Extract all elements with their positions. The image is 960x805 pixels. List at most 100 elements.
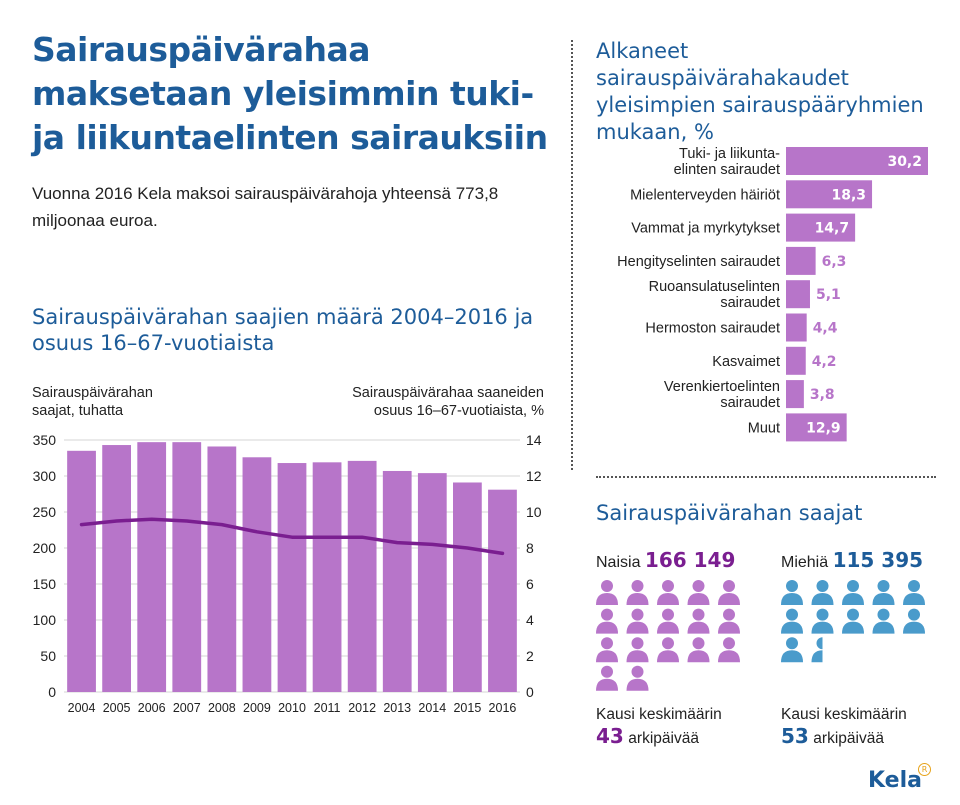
hbar-category-label: Tuki- ja liikunta- (679, 146, 780, 162)
person-head (723, 580, 735, 592)
person-icon (811, 608, 834, 634)
women-days: 43 arkipäivää (596, 724, 699, 748)
person-body (718, 593, 740, 605)
hbar-6 (786, 346, 806, 375)
recipients-title: Sairauspäivärahan saajat (596, 501, 863, 525)
person-head (786, 637, 798, 650)
person-icon (687, 608, 710, 634)
women-days-label: arkipäivää (628, 730, 699, 747)
person-body (626, 593, 649, 605)
person-icon (626, 580, 649, 605)
left-tick-label: 200 (33, 540, 57, 556)
hbar-2 (786, 213, 856, 242)
bar-2013 (382, 470, 412, 692)
x-tick-label: 2005 (103, 701, 131, 715)
person-icon (811, 637, 823, 663)
right-tick-label: 6 (526, 576, 534, 592)
bar-2009 (242, 457, 272, 692)
person-icon (781, 608, 803, 634)
women-days-value: 43 (596, 724, 624, 748)
person-head (601, 580, 613, 592)
bar-2015 (453, 482, 482, 692)
person-icon (872, 608, 895, 634)
person-icon (626, 608, 649, 634)
person-body (872, 593, 895, 605)
person-head (631, 580, 644, 592)
left-tick-label: 300 (33, 468, 57, 484)
share-line-series (79, 517, 505, 556)
hbar-3 (786, 246, 816, 275)
person-head (877, 580, 890, 592)
men-stat: Miehiä 115 395 (781, 548, 951, 572)
left-axis-label: Sairauspäivärahan saajat, tuhatta (32, 385, 153, 419)
women-label: Naisia (596, 554, 641, 571)
right-tick-label: 10 (526, 504, 542, 520)
person-icon (596, 637, 618, 663)
hbar-value-label: 3,8 (810, 387, 835, 403)
bar-2014 (417, 473, 447, 692)
person-body (781, 621, 803, 634)
left-tick-label: 250 (33, 504, 57, 520)
hbar-0 (786, 147, 928, 175)
person-head (601, 637, 613, 650)
bar-2008 (207, 446, 237, 692)
hbar-value-label: 14,7 (815, 221, 850, 237)
left-tick-label: 100 (33, 612, 57, 628)
hbar-category-label: Mielenterveyden häiriöt (630, 187, 780, 203)
person-body (781, 593, 803, 605)
person-head (847, 608, 859, 621)
x-tick-label: 2010 (278, 701, 306, 715)
person-head (908, 608, 920, 621)
x-tick-label: 2012 (348, 701, 376, 715)
person-body (626, 621, 649, 634)
person-head (847, 580, 859, 592)
person-icon (596, 665, 618, 691)
men-period-label: Kausi keskimäärin (781, 706, 907, 723)
person-head (786, 608, 798, 621)
person-body (596, 593, 618, 605)
person-icon (626, 665, 649, 691)
hbar-category-label: Muut (748, 420, 780, 436)
bar-chart-title: Sairauspäivärahan saajien määrä 2004–201… (32, 305, 534, 355)
person-body (903, 593, 925, 605)
person-icon (903, 580, 925, 605)
x-tick-label: 2004 (68, 701, 96, 715)
x-tick-label: 2016 (489, 701, 517, 715)
person-icon (872, 580, 895, 605)
lead-text: Vuonna 2016 Kela maksoi sairauspäiväraho… (32, 184, 499, 230)
right-tick-label: 8 (526, 540, 534, 556)
person-body (781, 650, 803, 663)
x-tick-label: 2008 (208, 701, 236, 715)
hbar-value-label: 6,3 (822, 254, 847, 270)
hbar-value-label: 4,2 (812, 354, 837, 370)
bar-2007 (172, 442, 202, 692)
person-head (723, 637, 735, 650)
person-icon (842, 608, 864, 634)
person-head (631, 637, 644, 650)
person-body (903, 621, 925, 634)
person-body (811, 650, 823, 663)
x-tick-label: 2015 (453, 701, 481, 715)
person-icon (687, 637, 710, 663)
right-tick-label: 4 (526, 612, 534, 628)
person-icon (596, 580, 618, 605)
right-tick-label: 2 (526, 648, 534, 664)
person-head (631, 665, 644, 678)
bar-2006 (137, 442, 167, 692)
person-head (601, 608, 613, 621)
person-body (842, 621, 864, 634)
person-icon (718, 580, 740, 605)
left-tick-label: 350 (33, 432, 57, 448)
person-head (908, 580, 920, 592)
hbar-7 (786, 380, 804, 409)
hbar-category-label: Hermoston sairaudet (645, 321, 780, 337)
bar-2016 (488, 489, 517, 692)
person-head (692, 608, 705, 621)
person-head (816, 608, 829, 621)
bar-2010 (277, 463, 307, 692)
left-tick-label: 50 (40, 648, 56, 664)
bar-2005 (102, 445, 131, 692)
women-stat: Naisia 166 149 (596, 548, 776, 572)
diagnosis-hbar-chart: 30,2 Tuki- ja liikunta-elinten sairaudet 1… (617, 146, 928, 442)
hbar-category-label: sairaudet (720, 295, 780, 311)
